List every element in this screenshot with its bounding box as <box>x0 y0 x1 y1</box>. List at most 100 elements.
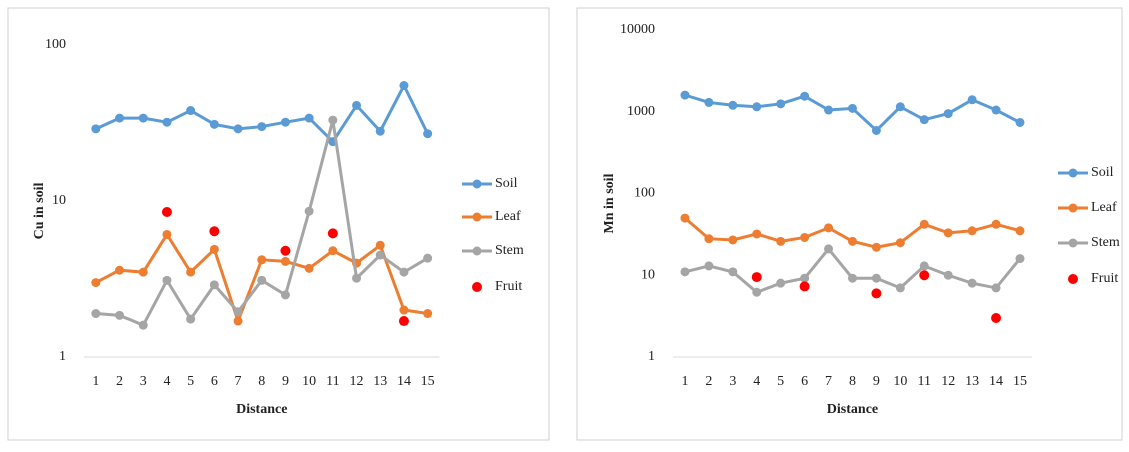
data-point <box>943 109 953 119</box>
data-point <box>115 265 125 275</box>
x-axis-title: Distance <box>236 402 287 417</box>
legend-label: Stem <box>495 243 524 258</box>
data-point <box>776 99 786 109</box>
x-tick-label: 8 <box>849 374 856 389</box>
data-point <box>328 246 338 256</box>
data-point <box>680 213 690 223</box>
data-point <box>138 267 148 277</box>
y-axis-title: Mn in soil <box>602 173 617 233</box>
legend-label: Fruit <box>1091 271 1118 286</box>
data-point <box>704 261 714 271</box>
x-tick-label: 9 <box>873 374 880 389</box>
data-point <box>800 232 810 242</box>
data-point <box>752 102 762 112</box>
legend-marker <box>1068 238 1078 248</box>
data-point <box>375 250 385 260</box>
data-point <box>680 90 690 100</box>
y-tick-label: 1000 <box>627 104 655 119</box>
x-tick-label: 7 <box>825 374 832 389</box>
data-point <box>91 309 101 319</box>
data-point <box>919 115 929 125</box>
data-point <box>895 238 905 248</box>
x-tick-label: 3 <box>729 374 736 389</box>
data-point <box>280 256 290 266</box>
data-point <box>847 103 857 113</box>
x-tick-label: 14 <box>989 374 1003 389</box>
data-point <box>162 117 172 127</box>
x-tick-label: 6 <box>211 374 218 389</box>
x-tick-label: 5 <box>187 374 194 389</box>
data-point <box>233 307 243 317</box>
data-point <box>728 100 738 110</box>
data-point <box>186 267 196 277</box>
panel-border <box>576 7 1123 441</box>
legend-marker <box>1068 168 1078 178</box>
x-axis-title: Distance <box>827 402 878 417</box>
data-point <box>728 267 738 277</box>
data-point <box>398 316 409 327</box>
legend-marker <box>1068 203 1078 213</box>
legend-label: Soil <box>1091 165 1114 180</box>
data-point <box>233 316 243 326</box>
legend-label: Fruit <box>495 279 522 294</box>
data-point <box>352 100 362 110</box>
data-point <box>919 270 930 281</box>
x-tick-label: 5 <box>777 374 784 389</box>
y-tick-label: 1 <box>648 349 655 364</box>
data-point <box>1015 226 1025 236</box>
data-point <box>115 310 125 320</box>
data-point <box>752 229 762 239</box>
y-tick-label: 1 <box>59 349 66 364</box>
data-point <box>847 236 857 246</box>
legend-marker <box>1068 274 1078 284</box>
data-point <box>824 244 834 254</box>
data-point <box>186 106 196 116</box>
data-point <box>943 228 953 238</box>
x-tick-label: 14 <box>397 374 411 389</box>
x-tick-label: 1 <box>681 374 688 389</box>
x-tick-label: 9 <box>282 374 289 389</box>
data-point <box>967 95 977 105</box>
data-point <box>800 91 810 101</box>
data-point <box>162 229 172 239</box>
x-tick-label: 3 <box>140 374 147 389</box>
legend-marker <box>472 282 482 292</box>
y-tick-label: 100 <box>634 186 655 201</box>
data-point <box>280 117 290 127</box>
data-point <box>776 278 786 288</box>
y-tick-label: 10 <box>641 267 655 282</box>
x-tick-label: 4 <box>753 374 760 389</box>
legend-marker <box>472 212 482 222</box>
x-tick-label: 10 <box>302 374 316 389</box>
data-point <box>1015 254 1025 264</box>
legend-label: Leaf <box>495 209 521 224</box>
legend-marker <box>472 246 482 256</box>
data-point <box>257 275 267 285</box>
data-point <box>895 283 905 293</box>
data-point <box>138 320 148 330</box>
x-tick-label: 4 <box>163 374 170 389</box>
y-axis-title: Cu in soil <box>32 182 47 239</box>
x-tick-label: 8 <box>258 374 265 389</box>
data-point <box>138 113 148 123</box>
data-point <box>423 129 433 139</box>
data-point <box>919 219 929 229</box>
data-point <box>704 97 714 107</box>
data-point <box>257 122 267 132</box>
data-point <box>209 119 219 129</box>
data-point <box>257 255 267 265</box>
data-point <box>704 234 714 244</box>
data-point <box>728 235 738 245</box>
data-point <box>375 126 385 136</box>
panel-border <box>7 7 550 441</box>
data-point <box>991 105 1001 115</box>
data-point <box>209 280 219 290</box>
data-point <box>991 312 1002 323</box>
data-point <box>328 115 338 125</box>
data-point <box>895 102 905 112</box>
x-tick-label: 2 <box>116 374 123 389</box>
data-point <box>280 245 291 256</box>
y-tick-label: 10 <box>52 193 66 208</box>
